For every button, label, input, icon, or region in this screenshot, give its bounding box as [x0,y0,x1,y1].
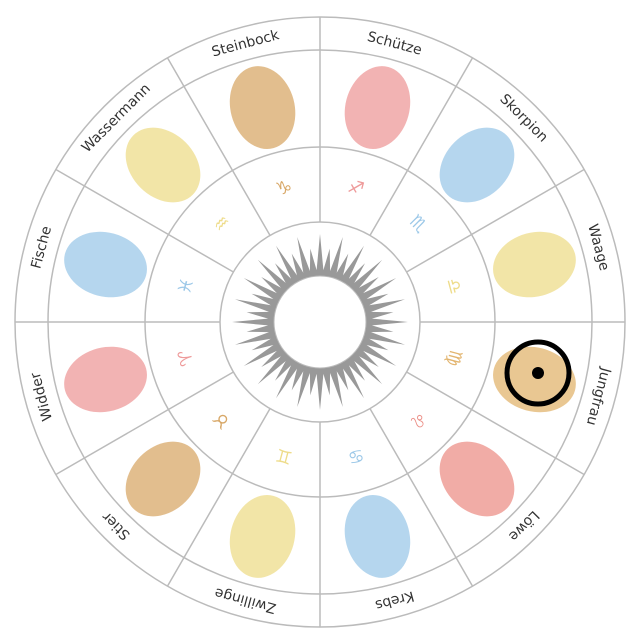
sun-center [274,276,366,368]
zodiac-wheel: Schütze♐Skorpion♏Waage♎Jungfrau♍Löwe♌Kre… [0,0,637,633]
selection-dot [532,367,544,379]
